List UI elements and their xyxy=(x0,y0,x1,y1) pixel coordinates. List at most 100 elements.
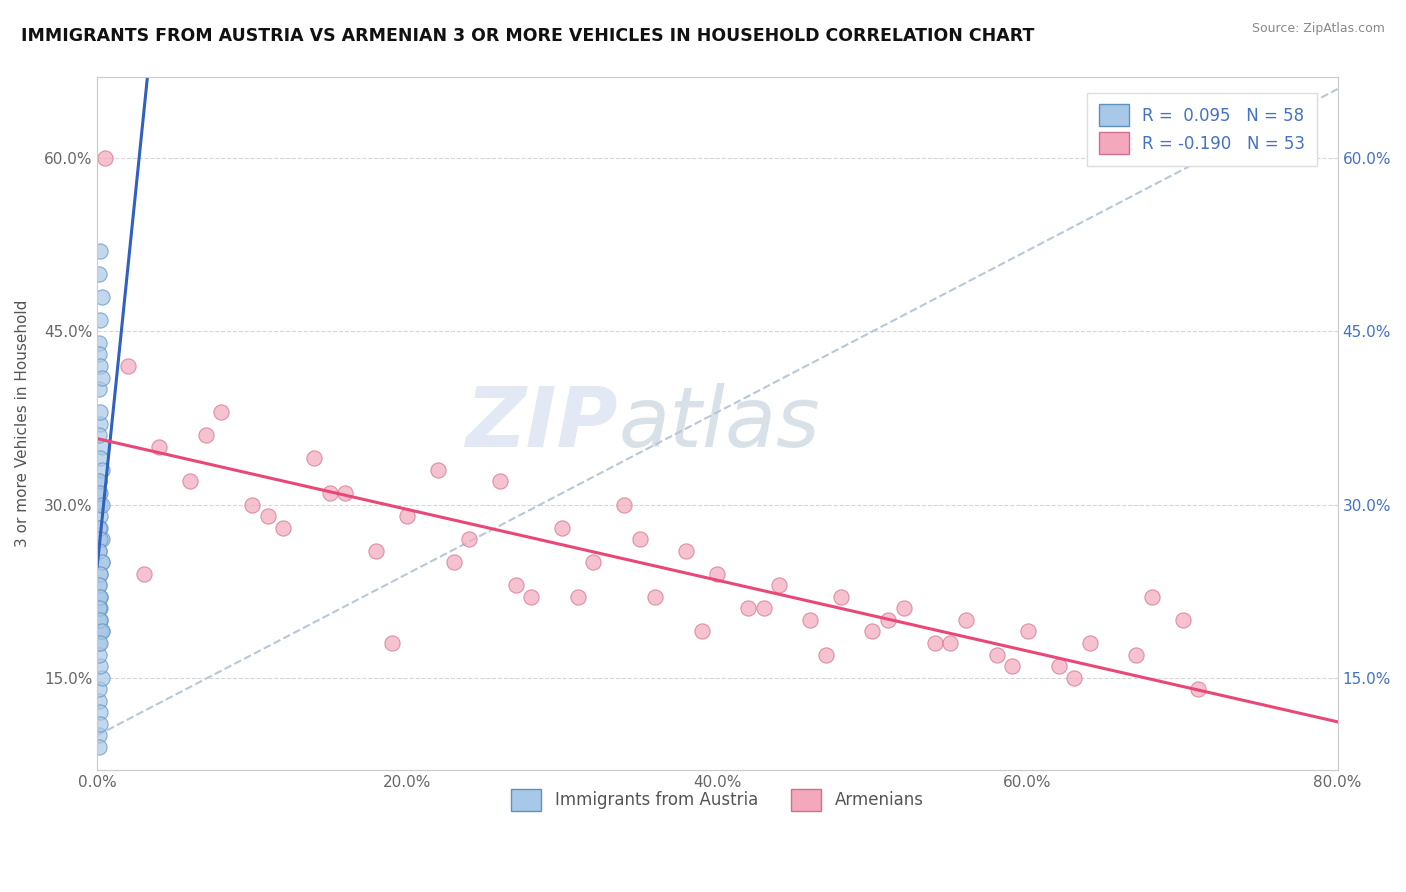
Point xyxy=(87,601,110,615)
Point xyxy=(87,739,110,754)
Point xyxy=(427,463,450,477)
Point xyxy=(90,624,112,639)
Point xyxy=(551,520,574,534)
Point xyxy=(752,601,775,615)
Y-axis label: 3 or more Vehicles in Household: 3 or more Vehicles in Household xyxy=(15,300,30,548)
Point xyxy=(87,648,110,662)
Point xyxy=(830,590,852,604)
Point xyxy=(304,451,326,466)
Point xyxy=(87,682,110,697)
Point xyxy=(240,498,263,512)
Point xyxy=(458,532,481,546)
Point xyxy=(87,475,110,489)
Point xyxy=(1187,682,1209,697)
Point xyxy=(271,520,294,534)
Point xyxy=(1078,636,1101,650)
Point xyxy=(706,566,728,581)
Point xyxy=(955,613,977,627)
Point xyxy=(89,498,111,512)
Point xyxy=(89,716,111,731)
Point xyxy=(582,555,605,569)
Point xyxy=(87,543,110,558)
Point xyxy=(768,578,790,592)
Point xyxy=(90,671,112,685)
Point xyxy=(939,636,962,650)
Point xyxy=(567,590,589,604)
Point xyxy=(862,624,884,639)
Point xyxy=(924,636,946,650)
Point xyxy=(90,498,112,512)
Point xyxy=(90,532,112,546)
Point xyxy=(89,405,111,419)
Text: atlas: atlas xyxy=(619,384,820,464)
Point xyxy=(87,475,110,489)
Point xyxy=(90,624,112,639)
Point xyxy=(986,648,1008,662)
Point xyxy=(89,659,111,673)
Point xyxy=(319,486,342,500)
Point xyxy=(1047,659,1070,673)
Point xyxy=(443,555,465,569)
Point xyxy=(179,475,201,489)
Point xyxy=(89,590,111,604)
Point xyxy=(1140,590,1163,604)
Point xyxy=(87,590,110,604)
Point xyxy=(87,486,110,500)
Point xyxy=(87,532,110,546)
Point xyxy=(1001,659,1024,673)
Point xyxy=(1171,613,1194,627)
Point xyxy=(87,601,110,615)
Point xyxy=(89,706,111,720)
Point xyxy=(89,520,111,534)
Text: ZIP: ZIP xyxy=(465,384,619,464)
Point xyxy=(1017,624,1039,639)
Point xyxy=(89,636,111,650)
Point xyxy=(520,590,543,604)
Point xyxy=(87,382,110,396)
Point xyxy=(90,463,112,477)
Point xyxy=(799,613,821,627)
Point xyxy=(87,636,110,650)
Point xyxy=(117,359,139,373)
Point xyxy=(89,486,111,500)
Point xyxy=(89,313,111,327)
Point xyxy=(381,636,404,650)
Point xyxy=(87,267,110,281)
Text: Source: ZipAtlas.com: Source: ZipAtlas.com xyxy=(1251,22,1385,36)
Point xyxy=(737,601,759,615)
Point xyxy=(89,359,111,373)
Point xyxy=(87,347,110,361)
Point xyxy=(814,648,837,662)
Point xyxy=(90,555,112,569)
Point xyxy=(89,613,111,627)
Point xyxy=(89,590,111,604)
Point xyxy=(87,520,110,534)
Point xyxy=(90,440,112,454)
Point xyxy=(89,451,111,466)
Point xyxy=(87,543,110,558)
Point xyxy=(89,566,111,581)
Point xyxy=(87,694,110,708)
Point xyxy=(396,509,419,524)
Point xyxy=(89,509,111,524)
Point xyxy=(644,590,666,604)
Point xyxy=(89,624,111,639)
Point xyxy=(89,613,111,627)
Point xyxy=(87,335,110,350)
Point xyxy=(90,555,112,569)
Point xyxy=(89,417,111,431)
Point xyxy=(690,624,713,639)
Point xyxy=(675,543,697,558)
Point xyxy=(489,475,512,489)
Point xyxy=(87,613,110,627)
Point xyxy=(877,613,900,627)
Point xyxy=(90,370,112,384)
Point xyxy=(209,405,232,419)
Point xyxy=(893,601,915,615)
Point xyxy=(148,440,170,454)
Point xyxy=(87,428,110,442)
Point xyxy=(1063,671,1085,685)
Point xyxy=(87,578,110,592)
Point xyxy=(628,532,651,546)
Point xyxy=(335,486,357,500)
